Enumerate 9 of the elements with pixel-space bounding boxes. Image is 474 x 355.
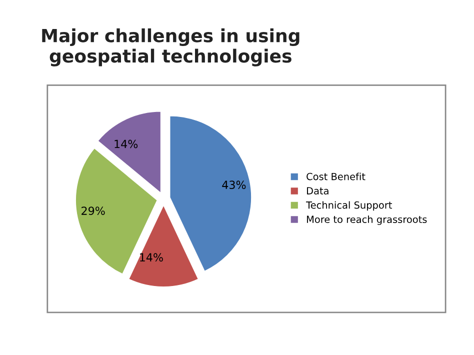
data-label: 43% [222, 180, 246, 190]
legend-label: More to reach grassroots [307, 216, 427, 225]
legend-label: Technical Support [306, 201, 392, 211]
data-label: 14% [140, 253, 163, 262]
data-label: 29% [82, 206, 105, 216]
chart-title: Major challenges in using geospatial technologies [42, 28, 300, 66]
legend-label: Data [307, 187, 328, 194]
legend-label: Cost Benefit [306, 172, 366, 180]
data-label: 14% [114, 140, 138, 148]
